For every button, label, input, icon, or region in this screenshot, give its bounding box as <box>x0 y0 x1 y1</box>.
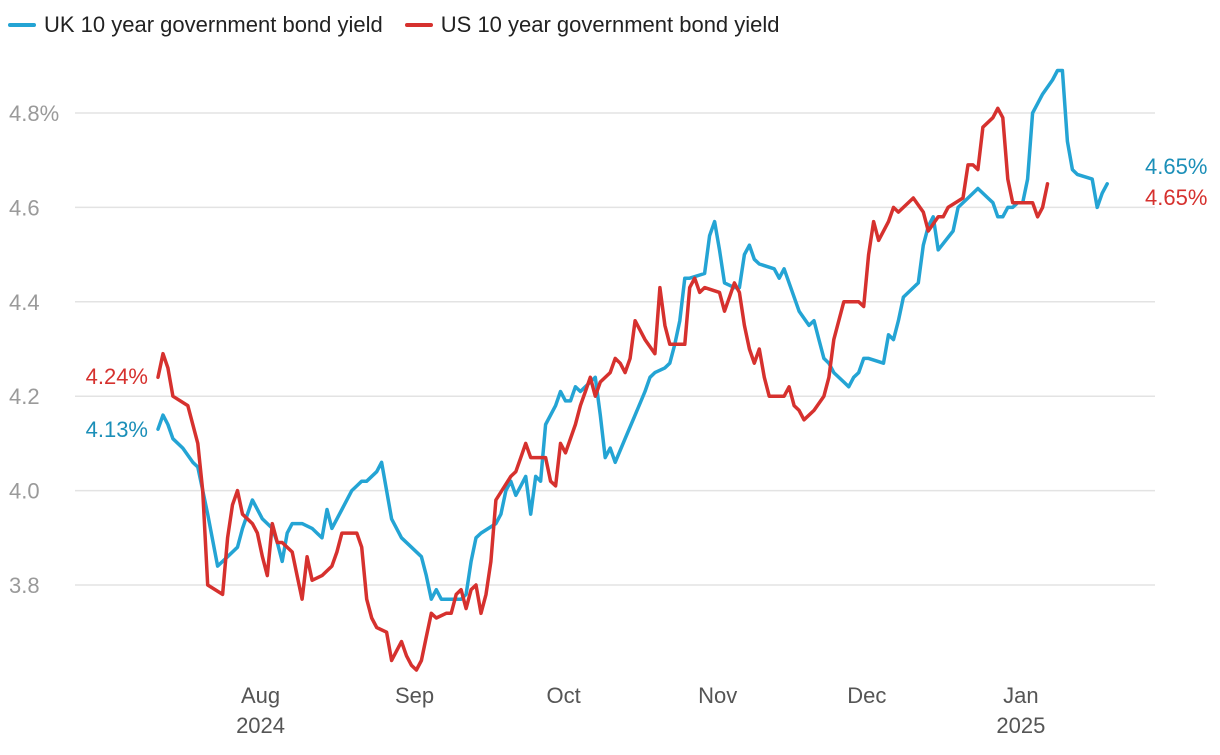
legend-item-uk: UK 10 year government bond yield <box>8 12 383 38</box>
legend-label-us: US 10 year government bond yield <box>440 12 780 37</box>
x-tick-label: Aug <box>241 683 280 708</box>
series-line-us <box>156 106 1050 672</box>
x-tick-sublabel: 2024 <box>236 713 285 738</box>
x-tick-label: Dec <box>847 683 886 708</box>
y-tick-label: 4.6 <box>9 195 40 220</box>
end-label-uk: 4.65% <box>1145 154 1207 179</box>
y-tick-label: 4.2 <box>9 384 40 409</box>
start-label-us: 4.24% <box>86 364 148 389</box>
x-tick-label: Jan <box>1003 683 1038 708</box>
x-tick-label: Nov <box>698 683 737 708</box>
y-tick-label: 4.0 <box>9 479 40 504</box>
y-tick-label: 3.8 <box>9 573 40 598</box>
legend-item-us: US 10 year government bond yield <box>404 12 780 38</box>
end-label-us: 4.65% <box>1145 185 1207 210</box>
start-label-uk: 4.13% <box>86 417 148 442</box>
x-tick-sublabel: 2025 <box>996 713 1045 738</box>
legend-label-uk: UK 10 year government bond yield <box>44 12 383 37</box>
legend-swatch-uk <box>8 23 36 27</box>
y-tick-label: 4.8% <box>9 101 59 126</box>
x-tick-label: Sep <box>395 683 434 708</box>
legend-swatch-us <box>404 23 433 27</box>
y-tick-label: 4.4 <box>9 290 40 315</box>
legend: UK 10 year government bond yield US 10 y… <box>8 12 780 38</box>
series-line-uk <box>156 68 1109 601</box>
x-tick-label: Oct <box>547 683 581 708</box>
